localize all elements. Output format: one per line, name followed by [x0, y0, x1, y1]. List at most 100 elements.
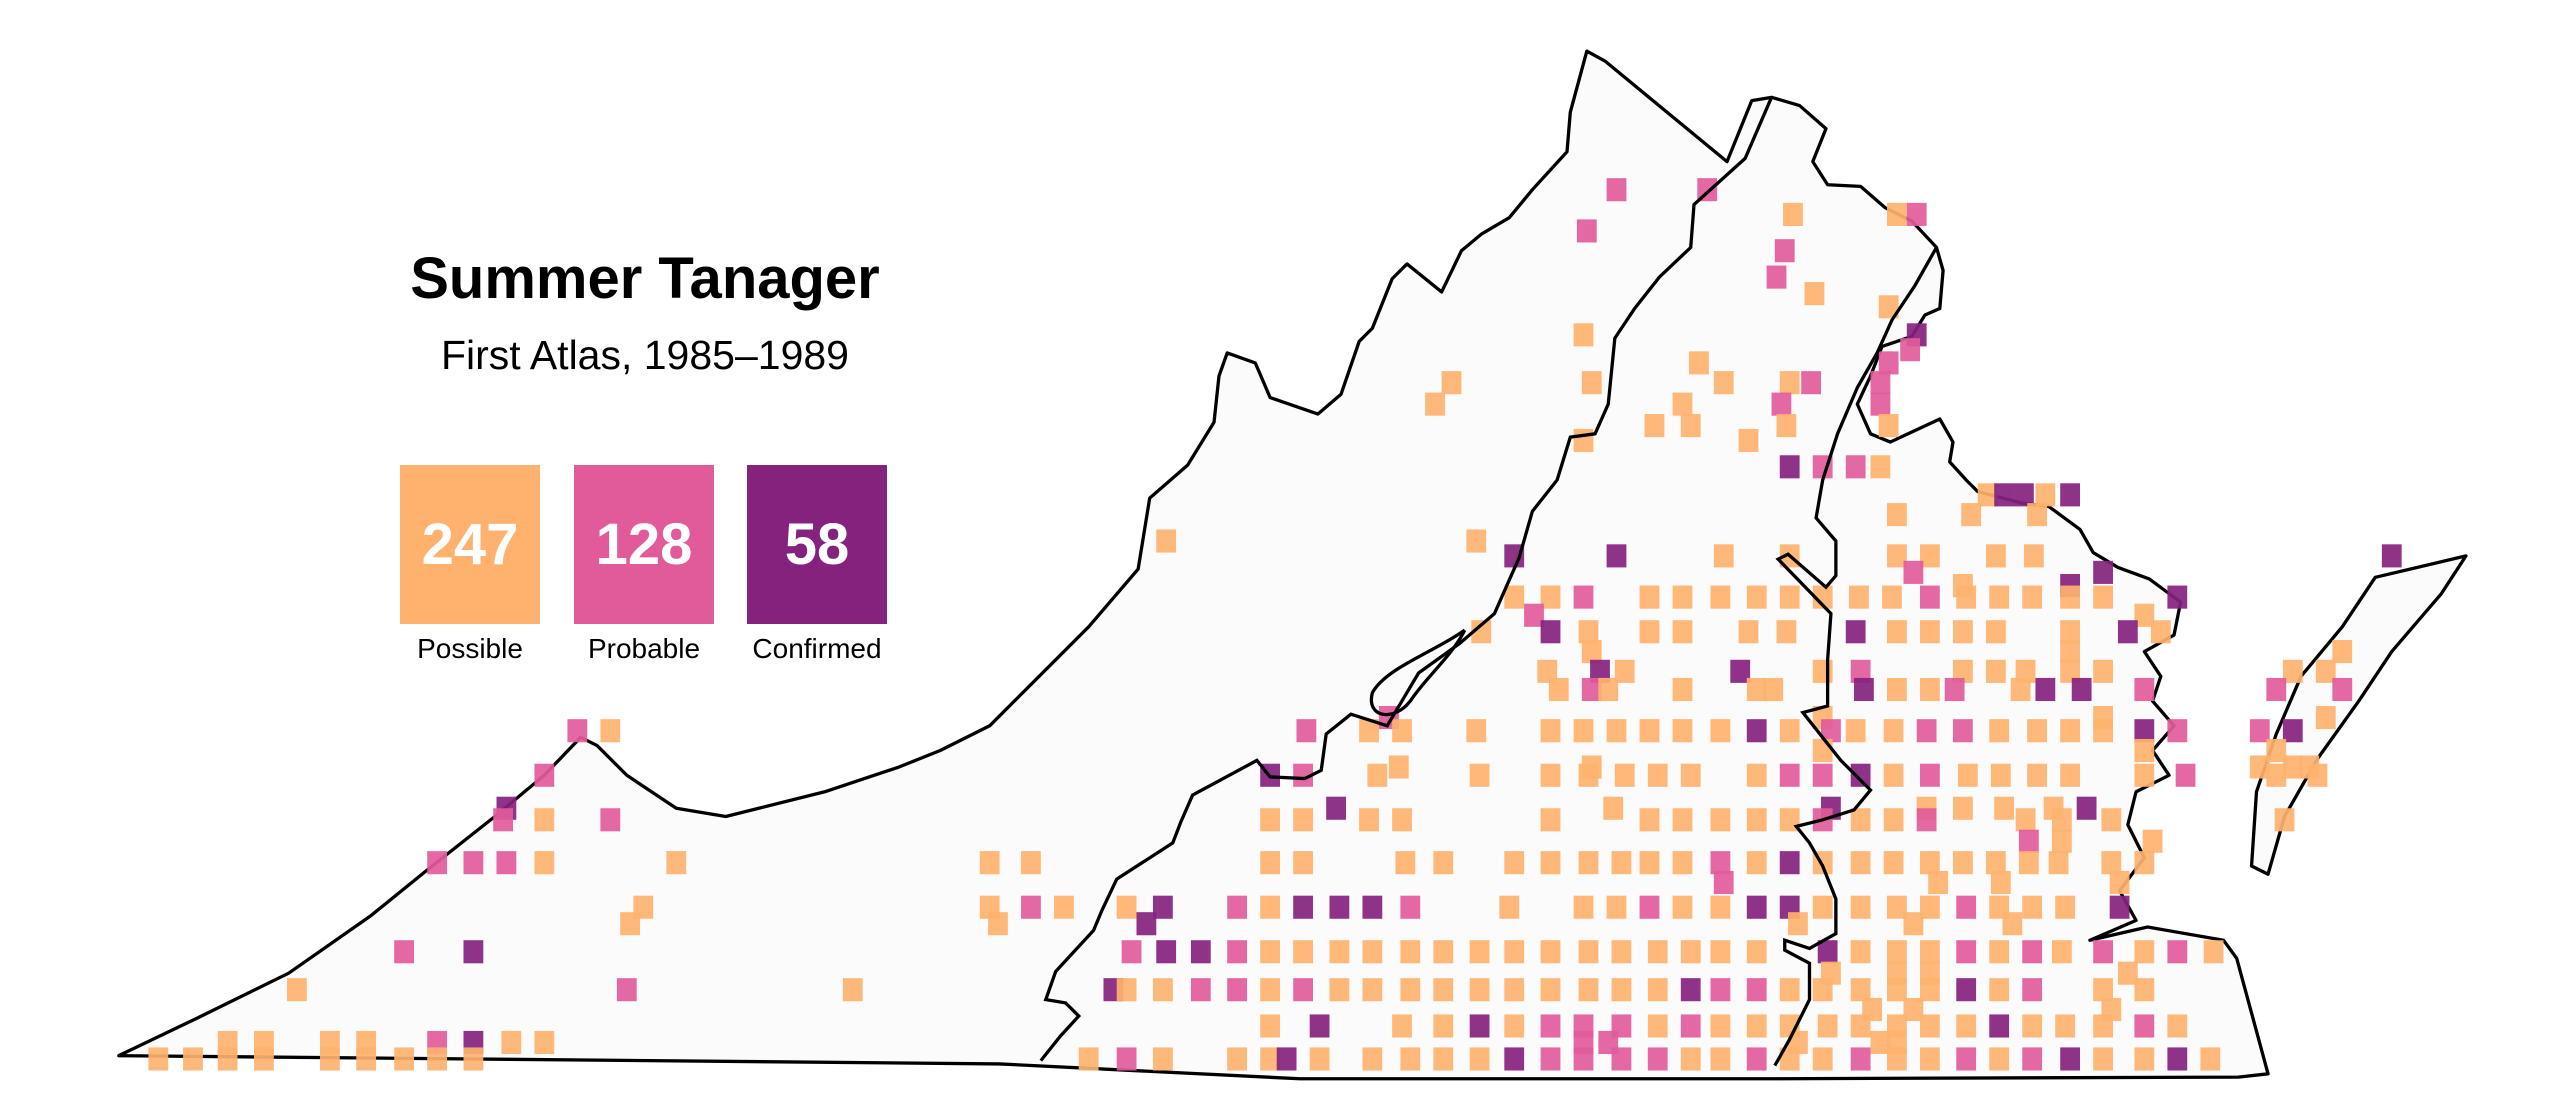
possible-block [1850, 851, 1871, 875]
possible-block [1957, 763, 1978, 787]
possible-block [1680, 1047, 1701, 1071]
possible-block [1293, 851, 1313, 875]
possible-block [1425, 392, 1445, 416]
possible-block [1878, 295, 1899, 319]
possible-count: 247 [400, 465, 540, 624]
possible-block [1920, 978, 1940, 1002]
possible-block [2093, 1014, 2113, 1038]
possible-block [2002, 912, 2023, 936]
blue-ridge-loop [1369, 628, 1467, 717]
probable-block [1647, 1047, 1668, 1071]
probable-block [1680, 1014, 1701, 1038]
confirmed-block [1156, 940, 1177, 964]
possible-block [1227, 1047, 1248, 1071]
confirmed-block [1779, 455, 1800, 479]
possible-block [1548, 677, 1569, 702]
legend-boxes: 247 Possible 128 Probable 58 Confirmed [400, 465, 890, 665]
confirmed-block [1746, 895, 1767, 919]
probable-block [1573, 585, 1594, 609]
possible-block [1887, 202, 1907, 226]
possible-block [1293, 808, 1313, 832]
possible-block [534, 808, 555, 832]
possible-block [1680, 414, 1701, 438]
probable-block [1639, 895, 1660, 919]
confirmed-block [1152, 895, 1173, 919]
possible-block [1920, 677, 1940, 702]
confirmed-block [1504, 544, 1525, 568]
confirmed-block [2060, 1047, 2080, 1071]
possible-block [2134, 851, 2155, 875]
possible-block [1647, 940, 1668, 964]
possible-block [2117, 961, 2138, 985]
possible-block [1903, 997, 1924, 1022]
possible-block [1466, 529, 1487, 553]
possible-block [1367, 763, 1388, 787]
possible-block [1260, 808, 1280, 832]
probable-block [2134, 1014, 2155, 1038]
probable-block [1906, 202, 1927, 226]
confirmed-block [1293, 895, 1313, 919]
possible-block [1573, 895, 1594, 919]
possible-block [1883, 851, 1904, 875]
possible-block [1152, 978, 1173, 1002]
possible-block [1887, 620, 1907, 644]
possible-block [2093, 719, 2113, 743]
possible-block [217, 1047, 238, 1071]
probable-block [1779, 763, 1800, 787]
possible-block [1850, 895, 1871, 919]
possible-block [1116, 978, 1137, 1002]
possible-block [1400, 940, 1421, 964]
probable-block [1956, 940, 1977, 964]
legend-probable: 128 Probable [574, 465, 714, 665]
possible-block [2134, 763, 2155, 787]
possible-block [1639, 585, 1660, 609]
possible-block [1920, 895, 1940, 919]
possible-block [1573, 323, 1594, 347]
possible-block [1738, 428, 1759, 452]
possible-block [1433, 851, 1454, 875]
possible-block [2060, 585, 2080, 609]
possible-block [1952, 620, 1973, 644]
probable-block [1296, 719, 1317, 743]
probable-block [1903, 560, 1924, 584]
probable-block [2266, 677, 2287, 702]
possible-block [1469, 940, 1490, 964]
probable-block [1116, 1047, 1137, 1071]
probable-block [1540, 1047, 1561, 1071]
possible-block [1362, 1047, 1383, 1071]
possible-block [1578, 763, 1599, 787]
possible-block [1870, 1030, 1891, 1055]
probable-block [1956, 895, 1977, 919]
possible-block [1680, 763, 1701, 787]
possible-block [1400, 1047, 1421, 1071]
possible-block [1329, 978, 1350, 1002]
possible-block [1812, 978, 1833, 1002]
confirmed-block [1362, 895, 1383, 919]
possible-block [1710, 1014, 1731, 1038]
possible-block [1920, 851, 1940, 875]
possible-block [183, 1047, 203, 1071]
possible-block [1603, 796, 1624, 820]
probable-block [1227, 940, 1248, 964]
possible-block [1293, 940, 1313, 964]
possible-block [1920, 620, 1940, 644]
possible-block [988, 912, 1008, 936]
possible-block [1362, 978, 1383, 1002]
possible-block [2134, 978, 2155, 1002]
possible-block [1738, 620, 1759, 644]
possible-block [1054, 895, 1074, 919]
confirmed-block [1504, 1047, 1525, 1071]
confirmed-block [2071, 677, 2092, 702]
possible-block [1499, 895, 1520, 919]
possible-block [1746, 940, 1767, 964]
probable-block [1920, 763, 1940, 787]
possible-block [1920, 1047, 1940, 1071]
possible-block [1985, 544, 2006, 568]
possible-block [2048, 851, 2069, 875]
possible-block [2315, 659, 2336, 683]
possible-block [1952, 659, 1973, 683]
possible-block [600, 719, 621, 743]
confirmed-block [2109, 895, 2130, 919]
confirmed-block [2167, 1047, 2188, 1071]
possible-block [2203, 940, 2224, 964]
